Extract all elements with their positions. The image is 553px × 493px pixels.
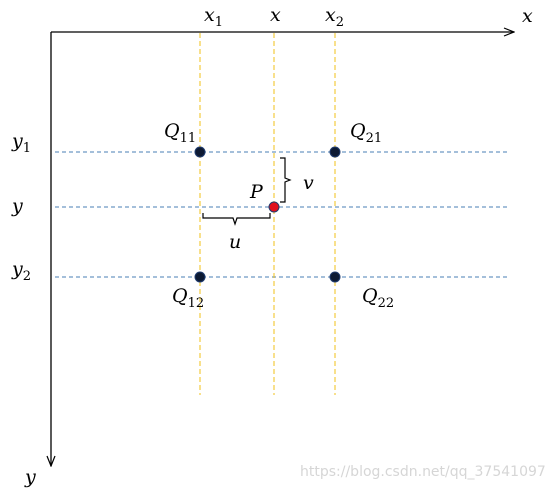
point-q21: [329, 146, 341, 158]
point-q22: [329, 271, 341, 283]
point-p: [268, 201, 280, 213]
x-axis-label: x: [522, 5, 533, 27]
label-v: v: [303, 172, 314, 194]
column-label-x2: x2: [325, 4, 344, 30]
brace-v: [280, 157, 292, 203]
label-q12: Q12: [172, 285, 204, 311]
point-q12: [194, 271, 206, 283]
column-label-x: x: [270, 4, 281, 26]
label-q11: Q11: [164, 120, 196, 146]
brace-u: [202, 213, 271, 226]
row-label-y2: y2: [11, 258, 31, 284]
label-p: P: [249, 181, 264, 203]
row-label-y1: y1: [11, 130, 31, 156]
column-label-x1: x1: [204, 4, 223, 30]
watermark: https://blog.csdn.net/qq_37541097: [300, 464, 546, 480]
label-u: u: [229, 231, 241, 253]
y-axis-label: y: [24, 466, 36, 488]
label-q22: Q22: [362, 285, 394, 311]
point-q11: [194, 146, 206, 158]
row-label-y: y: [11, 195, 23, 217]
label-q21: Q21: [350, 120, 382, 146]
